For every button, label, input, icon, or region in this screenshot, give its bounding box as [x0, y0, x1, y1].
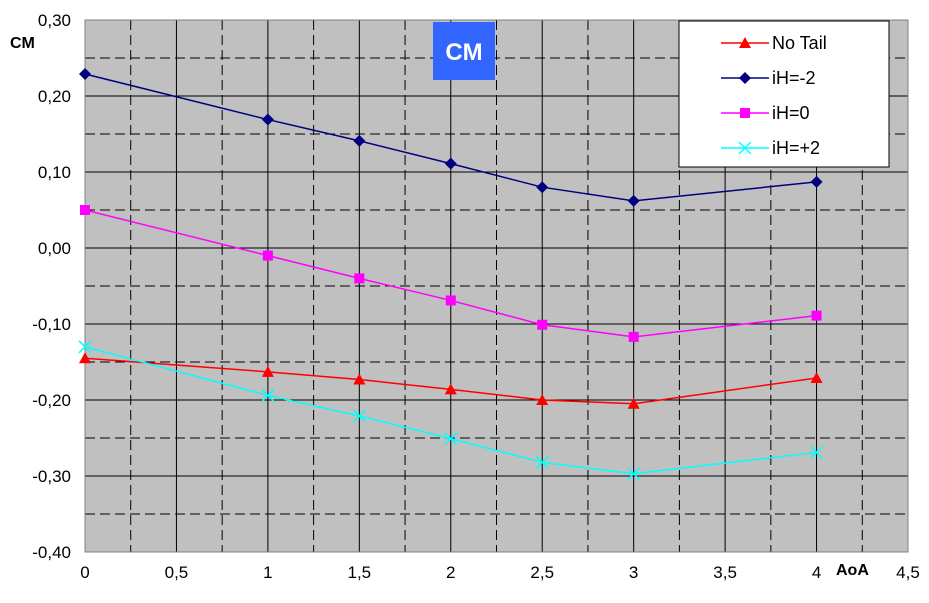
data-point [627, 194, 640, 207]
series-1 [79, 352, 823, 409]
x-tick-label: 2,5 [530, 563, 554, 582]
data-point [79, 67, 91, 80]
x-tick-labels: 0 0,5 1 1,5 2 2,5 3 3,5 4 4,5 [80, 563, 920, 582]
legend-label: iH=-2 [772, 68, 816, 88]
data-point [262, 250, 273, 261]
data-point [444, 383, 457, 395]
y-tick-labels: 0,30 0,20 0,10 0,00 -0,10 -0,20 -0,30 -0,40 [32, 11, 71, 562]
legend-marker [739, 72, 751, 84]
data-point [261, 365, 274, 377]
legend-marker [740, 108, 750, 118]
y-tick-label: -0,40 [32, 543, 71, 562]
x-tick-label: 1,5 [348, 563, 372, 582]
data-point [535, 455, 549, 469]
data-point [628, 331, 639, 342]
legend-marker [739, 37, 751, 48]
data-point [627, 397, 640, 409]
chart-title-background [433, 22, 495, 80]
data-point [627, 467, 641, 481]
data-point [353, 373, 366, 385]
legend-entry: iH=+2 [721, 138, 820, 158]
x-tick-label: 1 [263, 563, 272, 582]
legend-label: iH=+2 [772, 138, 820, 158]
x-axis-title: AoA [836, 562, 869, 579]
legend-entry: No Tail [721, 33, 827, 53]
y-tick-label: -0,30 [32, 467, 71, 486]
series-4 [78, 340, 824, 481]
data-point [536, 181, 549, 194]
x-tick-label: 3 [629, 563, 638, 582]
legend-marker [738, 141, 752, 155]
data-point [810, 445, 824, 459]
chart-title-badge: CM [433, 22, 495, 80]
data-point [353, 134, 366, 147]
data-point [537, 319, 548, 330]
legend-entry: iH=-2 [721, 68, 816, 88]
data-point [444, 157, 457, 170]
data-point [810, 175, 823, 188]
data-point [261, 388, 275, 402]
data-point [810, 371, 823, 383]
data-point [80, 205, 90, 215]
data-point [79, 352, 91, 364]
x-tick-label: 0 [80, 563, 89, 582]
data-point [811, 310, 822, 321]
y-tick-label: 0,20 [38, 87, 71, 106]
data-point [78, 340, 92, 354]
data-point [261, 113, 274, 126]
x-tick-label: 4 [812, 563, 821, 582]
data-point [536, 394, 549, 405]
legend-label: No Tail [772, 33, 827, 53]
y-tick-label: 0,10 [38, 163, 71, 182]
y-tick-label: -0,20 [32, 391, 71, 410]
data-point [352, 409, 366, 423]
y-axis-title: CM [10, 35, 35, 52]
x-tick-label: 0,5 [165, 563, 189, 582]
legend: No Tail iH=-2 iH=0 iH=+2 [678, 20, 890, 168]
legend-label: iH=0 [772, 103, 810, 123]
legend-box [678, 20, 890, 168]
y-tick-label: 0,00 [38, 239, 71, 258]
legend-entry: iH=0 [721, 103, 810, 123]
y-tick-label: -0,10 [32, 315, 71, 334]
x-tick-label: 3,5 [713, 563, 737, 582]
x-tick-label: 2 [446, 563, 455, 582]
series-2 [79, 67, 823, 207]
plot-border [84, 19, 909, 553]
x-tick-label: 4,5 [896, 563, 920, 582]
data-point [444, 432, 458, 446]
data-point [445, 295, 456, 306]
data-point [354, 273, 365, 284]
series-3 [80, 205, 822, 342]
y-tick-label: 0,30 [38, 11, 71, 30]
chart-title: CM [445, 39, 482, 66]
series-layer [78, 67, 824, 481]
